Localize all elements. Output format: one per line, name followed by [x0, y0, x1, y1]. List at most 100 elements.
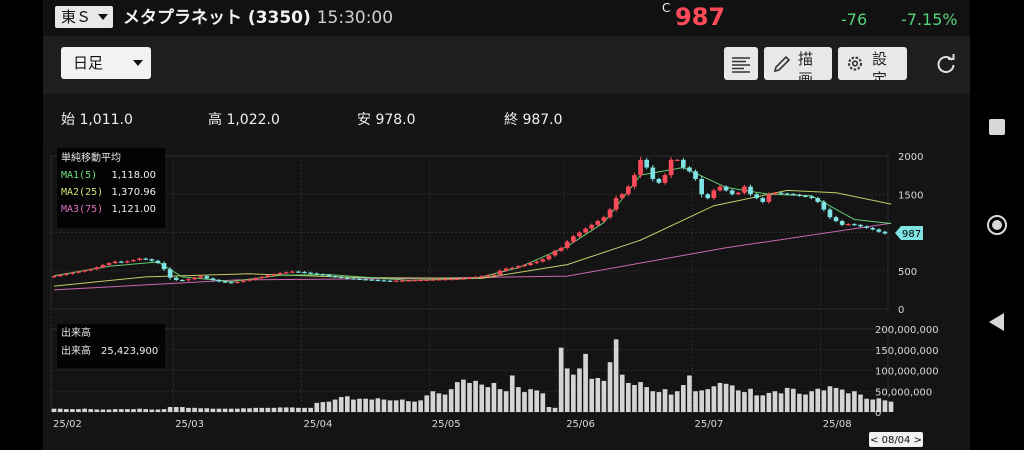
volume-bar: [888, 401, 894, 412]
volume-bar: [399, 399, 405, 412]
volume-bar: [583, 353, 588, 412]
volume-bar: [839, 389, 845, 412]
pencil-icon: [773, 55, 791, 73]
volume-bar: [155, 409, 161, 412]
volume-bar: [296, 407, 301, 412]
volume-bar: [864, 398, 869, 412]
volume-bar: [467, 382, 472, 412]
candle-body: [387, 280, 393, 282]
candle-body: [112, 261, 118, 264]
candle-body: [283, 272, 289, 274]
candle-body: [729, 190, 735, 195]
volume-bar: [735, 390, 741, 412]
volume-bar: [668, 394, 674, 412]
candle-body: [399, 280, 405, 282]
open-value: 始 1,011.0: [61, 112, 133, 128]
draw-button[interactable]: 描画: [764, 47, 832, 80]
candle-body: [70, 272, 75, 274]
market-selector[interactable]: 東Ｓ: [55, 6, 114, 28]
candle-body: [797, 194, 802, 196]
candle-body: [290, 271, 295, 273]
volume-tick-label: 200,000,000: [875, 325, 939, 336]
ma3-line-layer: [54, 222, 892, 291]
candle-body: [845, 224, 851, 226]
date-cursor[interactable]: < 08/04 >: [869, 432, 923, 447]
candle-body: [57, 274, 63, 277]
volume-bar: [638, 382, 643, 412]
volume-bar: [442, 394, 448, 412]
volume-bar: [870, 399, 876, 412]
volume-bar: [729, 385, 735, 412]
volume-bar: [204, 408, 210, 412]
volume-bar: [70, 409, 75, 412]
candle-body: [632, 175, 637, 187]
volume-bar: [613, 339, 619, 412]
date-tick-label: 25/06: [566, 419, 595, 430]
home-icon[interactable]: [987, 215, 1007, 235]
candle-body: [662, 175, 668, 183]
volume-bar: [448, 389, 454, 412]
candle-body: [131, 260, 136, 262]
volume-bar: [528, 389, 533, 412]
candle-body: [412, 280, 417, 282]
volume-bar: [687, 375, 692, 412]
candle-body: [216, 279, 222, 282]
volume-bar: [503, 391, 509, 412]
back-icon[interactable]: [989, 313, 1004, 331]
chart-toolbar: 日足 描画 設定: [43, 36, 970, 94]
last-price-label: 987: [902, 229, 921, 240]
candle-body: [644, 159, 649, 168]
candle-body: [803, 195, 808, 197]
volume-bar: [461, 379, 466, 412]
volume-bar: [118, 409, 124, 412]
volume-bar: [137, 408, 142, 412]
date-tick-label: 25/05: [432, 419, 461, 430]
volume-bar: [833, 387, 839, 412]
candle-body: [607, 209, 613, 218]
date-tick-label: 25/02: [53, 419, 82, 430]
volume-bar: [180, 407, 185, 412]
volume-bar: [430, 391, 436, 412]
candle-body: [577, 232, 582, 237]
ma-legend-title: 単純移動平均: [61, 151, 121, 164]
candle-body: [118, 261, 124, 263]
volume-bar: [479, 384, 485, 412]
volume-bar: [790, 388, 796, 412]
volume-bar: [259, 407, 265, 412]
candle-body: [509, 267, 515, 269]
candle-body: [314, 273, 320, 275]
price-type-indicator: C: [662, 1, 671, 15]
candle-body: [619, 194, 625, 199]
current-price: 987: [675, 3, 726, 31]
volume-bar: [876, 398, 882, 412]
list-view-button[interactable]: [724, 47, 758, 80]
candle-body: [833, 217, 839, 222]
volume-bar: [656, 392, 662, 412]
candle-body: [467, 277, 472, 279]
candle-body: [63, 273, 69, 276]
volume-bar: [882, 400, 888, 412]
volume-bar: [82, 408, 87, 412]
candle-body: [338, 276, 344, 279]
candle-body: [864, 226, 869, 228]
chart-area[interactable]: 2000150010005000200,000,000150,000,00010…: [43, 144, 970, 450]
volume-bar: [100, 409, 106, 412]
candle-body: [222, 281, 228, 283]
volume-bar: [784, 387, 790, 412]
candle-body: [601, 217, 607, 222]
candle-body: [344, 277, 350, 279]
period-select[interactable]: 日足: [61, 47, 151, 79]
volume-bar: [619, 374, 625, 412]
volume-bar: [473, 380, 478, 412]
refresh-icon[interactable]: [935, 53, 957, 75]
candle-body: [155, 260, 161, 264]
volume-bar: [436, 393, 442, 412]
candle-body: [540, 259, 546, 262]
volume-bar: [192, 407, 197, 412]
candle-body: [143, 258, 149, 260]
volume-bar: [216, 408, 222, 412]
volume-bar: [253, 407, 258, 412]
settings-button[interactable]: 設定: [838, 47, 907, 80]
recent-apps-icon[interactable]: [989, 119, 1005, 135]
volume-bar: [852, 391, 857, 412]
